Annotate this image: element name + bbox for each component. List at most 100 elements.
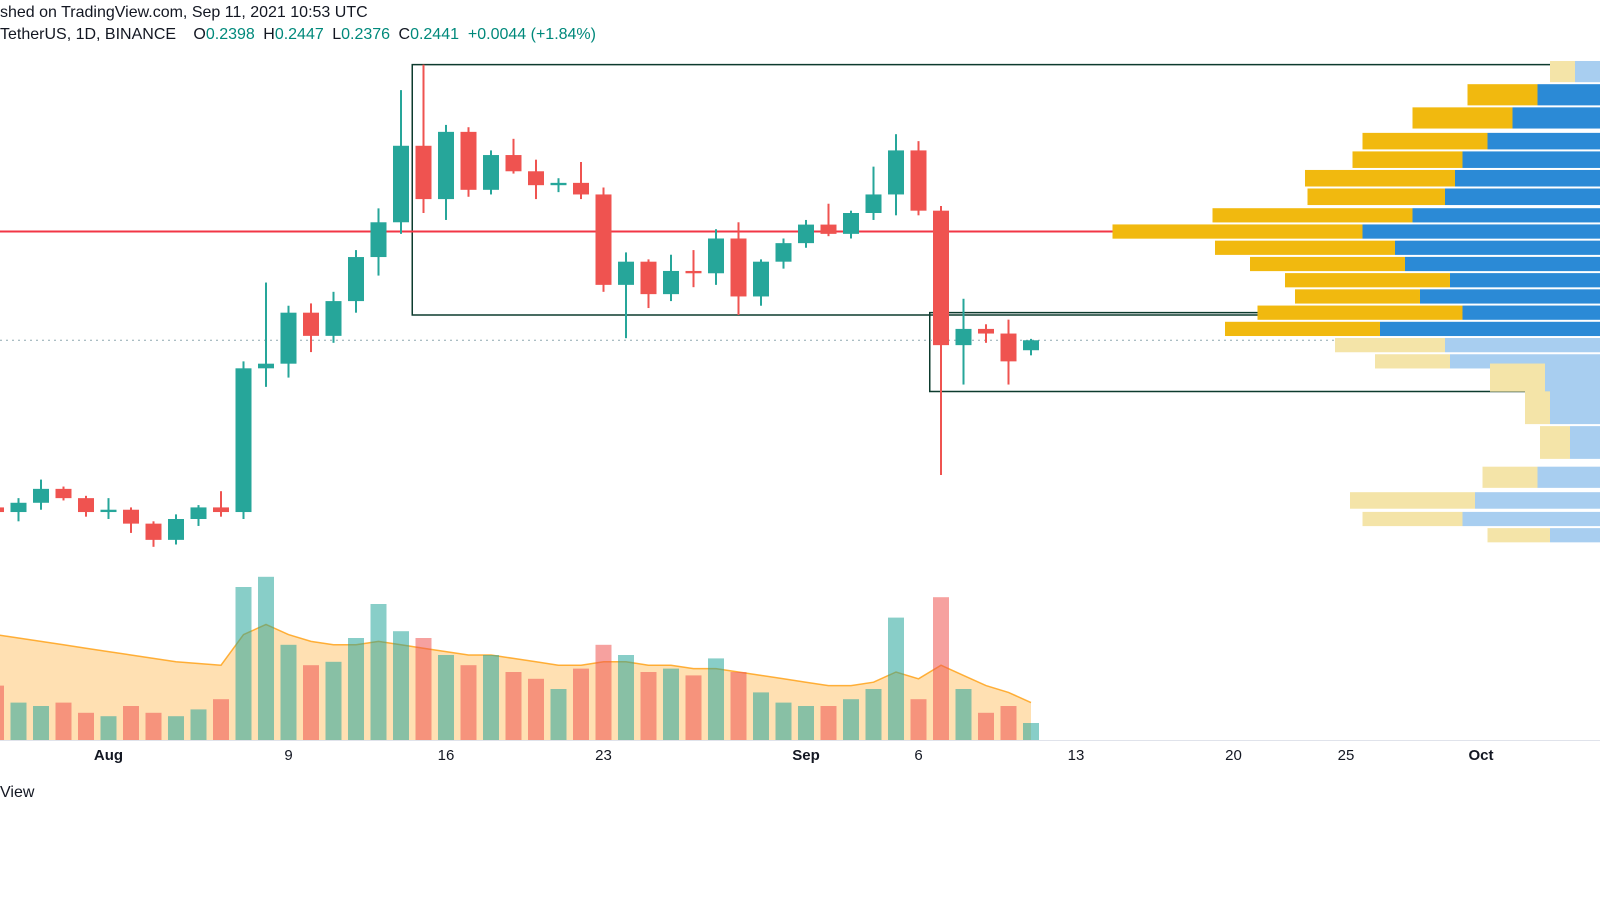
volume-bar bbox=[911, 699, 927, 740]
volume-bar bbox=[866, 689, 882, 740]
candle-body bbox=[843, 213, 859, 234]
volume-profile-row bbox=[1412, 208, 1600, 222]
candle-body bbox=[776, 243, 792, 262]
ohlc-o-label: O bbox=[193, 26, 205, 43]
volume-profile-row bbox=[1570, 426, 1600, 459]
symbol-ohlc-line: TetherUS, 1D, BINANCE O0.2398 H0.2447 L0… bbox=[0, 26, 596, 44]
candle-body bbox=[821, 225, 837, 234]
volume-bar bbox=[1001, 706, 1017, 740]
candle-body bbox=[236, 368, 252, 512]
volume-bar bbox=[213, 699, 229, 740]
volume-bar bbox=[168, 716, 184, 740]
volume-profile-row bbox=[1375, 354, 1450, 368]
candle-body bbox=[596, 194, 612, 284]
volume-profile-row bbox=[1455, 170, 1600, 187]
volume-bar bbox=[978, 713, 994, 740]
ohlc-change: +0.0044 (+1.84%) bbox=[468, 26, 596, 43]
volume-profile-row bbox=[1225, 322, 1380, 336]
volume-profile-row bbox=[1537, 84, 1600, 105]
candle-body bbox=[303, 313, 319, 336]
volume-profile-row bbox=[1380, 322, 1600, 336]
volume-bar bbox=[506, 672, 522, 740]
volume-profile-row bbox=[1550, 528, 1600, 542]
volume-bar bbox=[123, 706, 139, 740]
volume-bar bbox=[146, 713, 162, 740]
xaxis-label: 20 bbox=[1225, 747, 1242, 764]
volume-profile-row bbox=[1363, 512, 1463, 526]
volume-profile-row bbox=[1295, 289, 1420, 303]
symbol-text: TetherUS, 1D, BINANCE bbox=[0, 26, 176, 43]
volume-bar bbox=[78, 713, 94, 740]
candle-body bbox=[101, 510, 117, 512]
candle-body bbox=[348, 257, 364, 301]
volume-bar bbox=[956, 689, 972, 740]
chart-canvas[interactable] bbox=[0, 60, 1600, 740]
candle-body bbox=[506, 155, 522, 171]
candle-body bbox=[146, 524, 162, 540]
volume-profile-row bbox=[1250, 257, 1405, 271]
volume-profile-row bbox=[1405, 257, 1600, 271]
candle-body bbox=[281, 313, 297, 364]
volume-bar bbox=[281, 645, 297, 740]
volume-profile-row bbox=[1420, 289, 1600, 303]
volume-bar bbox=[56, 703, 72, 740]
candle-body bbox=[78, 498, 94, 512]
volume-profile-row bbox=[1308, 189, 1445, 206]
volume-bar bbox=[11, 703, 27, 740]
volume-profile-row bbox=[1285, 273, 1450, 287]
volume-profile-row bbox=[1305, 170, 1455, 187]
volume-bar bbox=[258, 577, 274, 740]
volume-bar bbox=[551, 689, 567, 740]
ohlc-h-value: 0.2447 bbox=[275, 26, 324, 43]
volume-bar bbox=[933, 597, 949, 740]
candle-body bbox=[56, 489, 72, 498]
volume-profile-row bbox=[1258, 306, 1463, 320]
volume-bar bbox=[686, 675, 702, 740]
volume-profile-row bbox=[1113, 224, 1363, 238]
volume-bar bbox=[483, 655, 499, 740]
volume-bar bbox=[843, 699, 859, 740]
candle-body bbox=[888, 150, 904, 194]
volume-bar bbox=[393, 631, 409, 740]
ohlc-l-label: L bbox=[332, 26, 341, 43]
volume-profile-row bbox=[1490, 364, 1545, 392]
volume-profile-row bbox=[1512, 107, 1600, 128]
candle-body bbox=[618, 262, 634, 285]
volume-profile-row bbox=[1445, 338, 1600, 352]
ohlc-c-label: C bbox=[399, 26, 411, 43]
volume-profile-row bbox=[1462, 151, 1600, 168]
volume-profile-row bbox=[1462, 512, 1600, 526]
volume-bar bbox=[776, 703, 792, 740]
volume-bar bbox=[191, 709, 207, 740]
volume-profile-row bbox=[1395, 241, 1600, 255]
candle-body bbox=[483, 155, 499, 190]
volume-bar bbox=[33, 706, 49, 740]
volume-profile-row bbox=[1215, 241, 1395, 255]
volume-bar bbox=[596, 645, 612, 740]
volume-profile-row bbox=[1213, 208, 1413, 222]
xaxis-label: 25 bbox=[1338, 747, 1355, 764]
candle-body bbox=[573, 183, 589, 195]
xaxis-label: 13 bbox=[1068, 747, 1085, 764]
volume-profile-row bbox=[1550, 61, 1575, 82]
candle-body bbox=[731, 239, 747, 297]
candle-body bbox=[168, 519, 184, 540]
candle-body bbox=[258, 364, 274, 369]
volume-bar bbox=[303, 665, 319, 740]
candle-body bbox=[0, 507, 4, 512]
volume-profile-row bbox=[1413, 107, 1513, 128]
candle-body bbox=[663, 271, 679, 294]
x-axis: Aug91623Sep6132025Oct bbox=[0, 740, 1600, 781]
candle-body bbox=[798, 225, 814, 244]
candle-body bbox=[393, 146, 409, 223]
volume-profile-row bbox=[1540, 426, 1570, 459]
volume-profile-row bbox=[1475, 492, 1600, 509]
volume-profile-row bbox=[1353, 151, 1463, 168]
xaxis-label: Aug bbox=[94, 747, 123, 764]
candle-body bbox=[461, 132, 477, 190]
attribution-text: View bbox=[0, 784, 34, 802]
xaxis-label: 6 bbox=[914, 747, 922, 764]
volume-bar bbox=[731, 672, 747, 740]
volume-profile-row bbox=[1468, 84, 1538, 105]
candle-body bbox=[753, 262, 769, 297]
